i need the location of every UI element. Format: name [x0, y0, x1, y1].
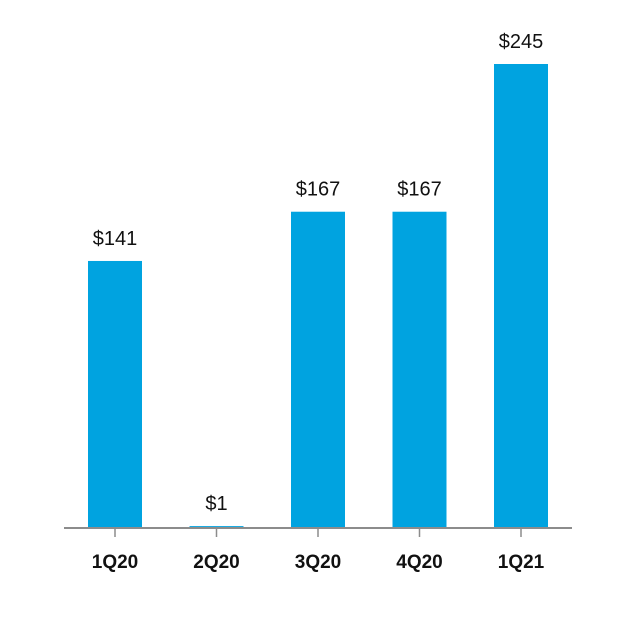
- x-axis-ticks-group: [114, 528, 522, 537]
- value-label-4q20: $167: [397, 179, 442, 201]
- bars-group: [88, 64, 548, 528]
- bar-1q21: [494, 64, 548, 528]
- tick-label-1q20: 1Q20: [92, 552, 138, 573]
- value-label-1q21: $245: [499, 31, 544, 53]
- tick-label-3q20: 3Q20: [295, 552, 341, 573]
- tick-label-2q20: 2Q20: [193, 552, 239, 573]
- value-label-1q20: $141: [93, 228, 138, 250]
- bar-1q20: [88, 260, 142, 528]
- value-label-3q20: $167: [296, 179, 341, 201]
- value-label-2q20: $1: [205, 493, 227, 515]
- value-labels-group: $141 $1 $167 $167 $245: [93, 31, 544, 515]
- x-axis-tick-labels-group: 1Q20 2Q20 3Q20 4Q20 1Q21: [92, 552, 545, 573]
- bar-3q20: [291, 211, 345, 528]
- tick-label-4q20: 4Q20: [396, 552, 442, 573]
- tick-label-1q21: 1Q21: [498, 552, 545, 573]
- bar-4q20: [392, 211, 447, 528]
